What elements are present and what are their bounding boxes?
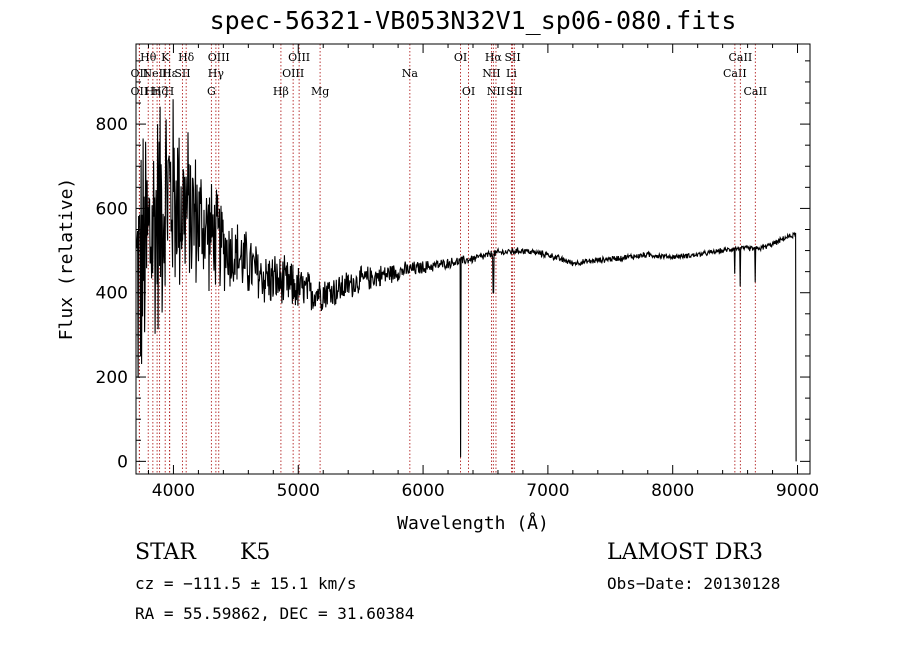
x-tick-label: 4000 (152, 481, 195, 501)
spectral-line-label: SII (504, 51, 520, 64)
x-tick-label: 7000 (526, 481, 569, 501)
spectral-line-label: Hε (162, 67, 178, 80)
x-axis-label: Wavelength (Å) (397, 512, 549, 534)
y-tick-label: 400 (96, 284, 128, 304)
x-tick-label: 8000 (651, 481, 694, 501)
y-tick-label: 200 (96, 368, 128, 388)
survey-name: LAMOST DR3 (607, 540, 763, 565)
spectral-line-label: NeIII (143, 67, 172, 80)
spectral-line-label: SII (506, 85, 522, 98)
y-tick-label: 800 (96, 115, 128, 135)
spectral-line-label: Hδ (178, 51, 195, 64)
redshift-velocity: cz = −111.5 ± 15.1 km/s (135, 574, 357, 593)
spectral-line-label: OI (462, 85, 475, 98)
spectral-line-label: K (161, 51, 170, 64)
spectral-line-label: Li (506, 67, 517, 80)
spectral-line-label: OI (454, 51, 467, 64)
spectral-line-label: OIII (282, 67, 304, 80)
spectral-line-label: Hγ (208, 67, 225, 80)
x-tick-label: 9000 (776, 481, 819, 501)
y-axis-label: Flux (relative) (56, 178, 77, 341)
observation-date: Obs−Date: 20130128 (607, 574, 781, 593)
spectral-line-label: G (207, 85, 216, 98)
chart-title: spec-56321-VB053N32V1_sp06-080.fits (209, 6, 737, 35)
spectral-line-label: NII (487, 85, 505, 98)
spectrum-line (136, 99, 797, 462)
spectral-line-label: Hζ (152, 85, 168, 98)
spectral-line-label: Hβ (273, 85, 289, 98)
x-tick-label: 5000 (277, 481, 320, 501)
spectral-line-label: OIII (208, 51, 230, 64)
spectral-line-label: Na (402, 67, 419, 80)
x-tick-label: 6000 (401, 481, 444, 501)
spectral-line-label: CaII (723, 67, 747, 80)
spectral-line-label: Hθ (140, 51, 157, 64)
spectral-line-label: Mg (311, 85, 329, 98)
axes: 4000 5000 6000 7000 8000 9000 0 200 400 600 800 (96, 44, 819, 501)
spectral-line-label: Hη (145, 85, 161, 98)
y-tick-label: 600 (96, 199, 128, 219)
y-tick-label: 0 (117, 452, 128, 472)
spectral-line-label: OII (131, 85, 149, 98)
spectral-line-label: NII (482, 67, 500, 80)
object-class: STAR (135, 540, 196, 565)
spectral-line-label: OIII (288, 51, 310, 64)
spectral-line-label: CaII (743, 85, 767, 98)
spectral-line-label: H (165, 85, 175, 98)
spectral-line-label: SII (174, 67, 190, 80)
coordinates: RA = 55.59862, DEC = 31.60384 (135, 604, 415, 623)
spectral-line-label: CaII (729, 51, 753, 64)
spectrum-chart: OIIOIIHθHηNeIIIHζKHHεHδSIIGHγOIIIHβOIIIO… (56, 43, 819, 534)
spectral-line-label: Hα (485, 51, 503, 64)
subclass: K5 (240, 540, 271, 565)
